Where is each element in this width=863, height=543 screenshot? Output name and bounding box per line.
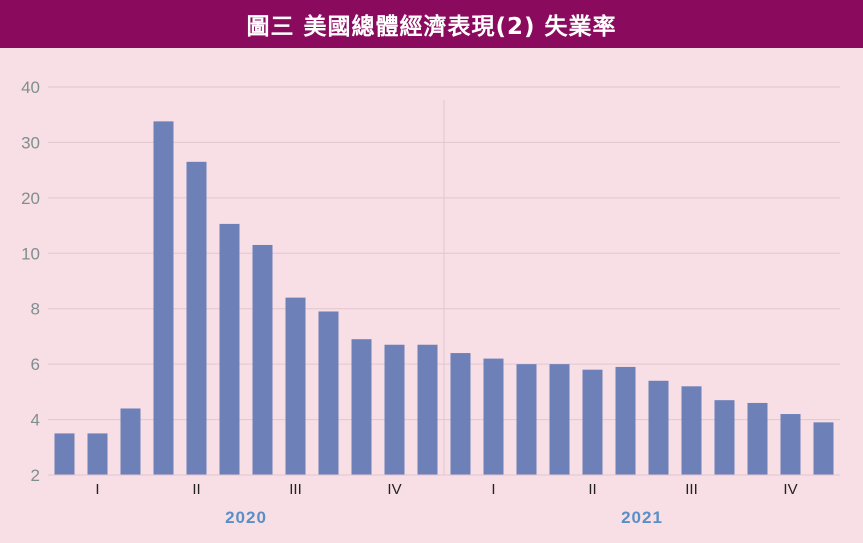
bar — [450, 353, 471, 475]
bar — [780, 414, 801, 475]
year-label: 2021 — [621, 508, 663, 527]
bar — [516, 364, 537, 475]
bar — [285, 297, 306, 475]
bar — [384, 344, 405, 475]
bar — [87, 433, 108, 475]
quarter-label: I — [491, 481, 495, 498]
year-label: 2020 — [225, 508, 267, 527]
bar — [549, 364, 570, 475]
quarter-label: II — [192, 481, 200, 498]
bar — [351, 339, 372, 475]
quarter-label: I — [95, 481, 99, 498]
y-tick-label: 6 — [31, 355, 40, 374]
y-tick-label: 20 — [21, 189, 40, 208]
bar — [153, 121, 174, 475]
bar — [714, 400, 735, 475]
bar — [219, 223, 240, 475]
bar — [582, 369, 603, 475]
quarter-label: III — [685, 481, 698, 498]
bar — [681, 386, 702, 475]
bar — [648, 380, 669, 475]
bar — [813, 422, 834, 475]
y-tick-label: 10 — [21, 244, 40, 263]
quarter-label: II — [588, 481, 596, 498]
bar — [417, 344, 438, 475]
bar — [120, 408, 141, 475]
bar — [483, 358, 504, 475]
y-tick-label: 30 — [21, 133, 40, 152]
chart-title: 圖三 美國總體經濟表現(2) 失業率 — [246, 14, 617, 40]
chart-header: 圖三 美國總體經濟表現(2) 失業率 — [0, 0, 863, 48]
y-tick-label: 8 — [31, 300, 40, 319]
chart-panel: 2 4 6 8 10 20 30 40 I II III IV I II III IV 2020 2021 — [0, 48, 863, 543]
quarter-label: IV — [387, 481, 401, 498]
quarter-label: IV — [783, 481, 797, 498]
y-tick-label: 4 — [31, 411, 40, 430]
bar — [615, 366, 636, 475]
bar — [186, 161, 207, 475]
bar — [54, 433, 75, 475]
quarter-label: III — [289, 481, 302, 498]
bar — [747, 402, 768, 475]
y-tick-label: 2 — [31, 466, 40, 485]
bar — [252, 244, 273, 475]
y-tick-label: 40 — [21, 78, 40, 97]
bar — [318, 311, 339, 475]
